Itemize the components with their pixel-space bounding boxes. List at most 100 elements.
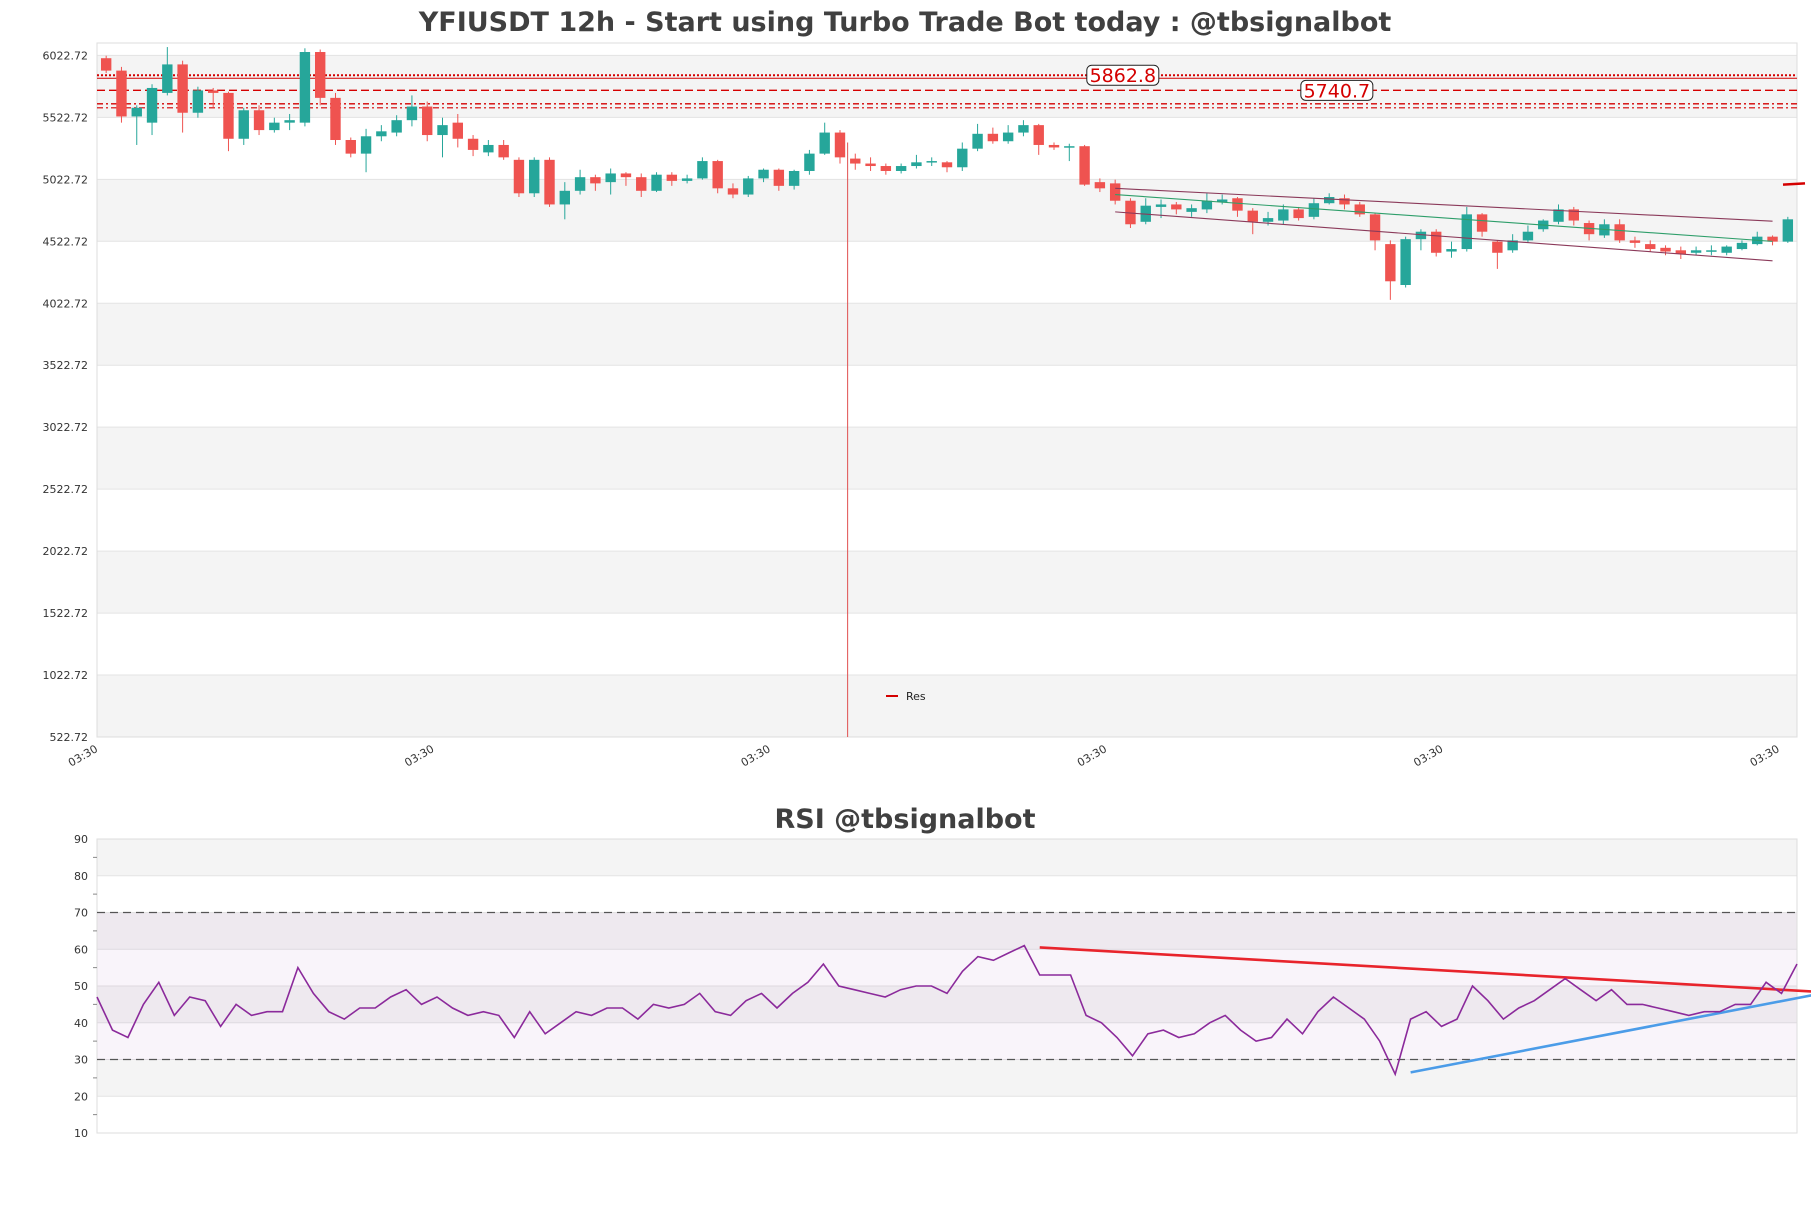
candle [758, 168, 769, 183]
candle [192, 86, 204, 118]
candle [467, 135, 479, 157]
candle [1507, 234, 1518, 253]
candle [620, 172, 632, 186]
candle-body [957, 148, 968, 168]
candle [1629, 236, 1641, 248]
candle [697, 157, 708, 180]
candle [1385, 240, 1396, 300]
legend: Res [886, 690, 926, 703]
candle [987, 127, 999, 144]
candle [162, 47, 173, 96]
candle-body [1385, 244, 1396, 282]
candle [1109, 179, 1121, 205]
candle-body [850, 158, 861, 164]
channel-lower-line [1115, 211, 1773, 262]
candle-body [804, 153, 815, 171]
price-x-tick-label: 03:30 [402, 742, 436, 769]
rsi-y-tick-label: 60 [74, 943, 88, 956]
candle [1339, 194, 1350, 210]
candle-body [253, 110, 265, 131]
price-y-tick-label: 1022.72 [43, 669, 89, 682]
candle-body [131, 107, 142, 117]
candle [529, 157, 540, 198]
candle-body [1186, 208, 1197, 212]
price-y-tick-label: 4022.72 [43, 297, 89, 310]
resistance-label-value: 5862.8 [1090, 65, 1156, 87]
candle [1568, 206, 1579, 226]
candle [681, 174, 693, 184]
rsi-band [97, 875, 1797, 913]
candle [788, 169, 800, 190]
channel-upper-line [1115, 187, 1773, 222]
price-y-ticks: 6022.72 5522.72 5022.72 4522.72 4022.72 3522.… [43, 49, 89, 744]
candle-body [605, 173, 616, 183]
resistance-label: 5740.7 [1300, 79, 1374, 102]
candle-body [834, 132, 846, 158]
candle-body [895, 166, 907, 171]
candle [605, 168, 616, 195]
candle-body [1293, 209, 1304, 219]
candle-body [1736, 242, 1748, 250]
price-band [97, 551, 1797, 614]
price-band [97, 179, 1797, 242]
resistance-lines [97, 74, 1806, 186]
rsi-y-tick-label: 80 [74, 870, 88, 883]
rsi-chart-title: RSI @tbsignalbot [774, 804, 1035, 835]
candle-body [483, 144, 494, 153]
candle [1018, 120, 1029, 137]
candle [1247, 208, 1258, 235]
price-plot-frame [96, 42, 1798, 738]
resistance-edge-mark [1782, 182, 1806, 186]
price-y-tick-label: 522.72 [50, 731, 89, 744]
resistance-label-box [1086, 64, 1160, 86]
candle-body [743, 178, 754, 195]
price-band [97, 365, 1797, 428]
candle-body [987, 133, 999, 142]
candle-body [1109, 183, 1121, 201]
candle-body [284, 120, 295, 123]
rsi-band [97, 1096, 1797, 1133]
candle [1736, 240, 1748, 251]
candle [544, 157, 555, 207]
candle-body [712, 161, 723, 189]
candle-body [559, 190, 571, 205]
candle-body [1094, 182, 1106, 189]
candle-body [590, 177, 601, 184]
candle [299, 48, 311, 127]
candle [345, 137, 356, 158]
candle [1400, 236, 1411, 288]
candle [391, 115, 402, 137]
candle-body [207, 90, 219, 93]
candle-body [513, 159, 525, 194]
candle-body [1400, 239, 1411, 285]
candle-body [1629, 240, 1641, 243]
candle-body [146, 87, 158, 123]
price-x-tick-label: 03:30 [739, 742, 773, 769]
candle [819, 122, 830, 155]
price-band [97, 613, 1797, 676]
candle-body [406, 106, 418, 121]
candle-body [498, 144, 509, 158]
candle-body [1645, 244, 1656, 250]
rsi-y-tick-label: 70 [74, 907, 88, 920]
candle [1690, 246, 1702, 256]
candle [1645, 240, 1656, 252]
candle-body [1782, 219, 1794, 242]
candle [315, 49, 326, 106]
resistance-label-value: 5740.7 [1304, 80, 1370, 102]
candle-body [1002, 132, 1014, 142]
channel-mid-line [1115, 193, 1773, 242]
candle-body [1415, 231, 1427, 240]
candle-body [223, 92, 234, 139]
candle-body [1614, 224, 1625, 241]
candle-body [1706, 250, 1717, 252]
price-band [97, 427, 1797, 490]
candle [941, 161, 953, 173]
candle [269, 117, 280, 133]
candle-body [529, 159, 540, 194]
candle [498, 140, 509, 160]
candle-body [681, 178, 693, 181]
candle [376, 125, 387, 142]
rsi-background-bands [97, 838, 1797, 1133]
price-y-tick-label: 4522.72 [43, 235, 89, 248]
